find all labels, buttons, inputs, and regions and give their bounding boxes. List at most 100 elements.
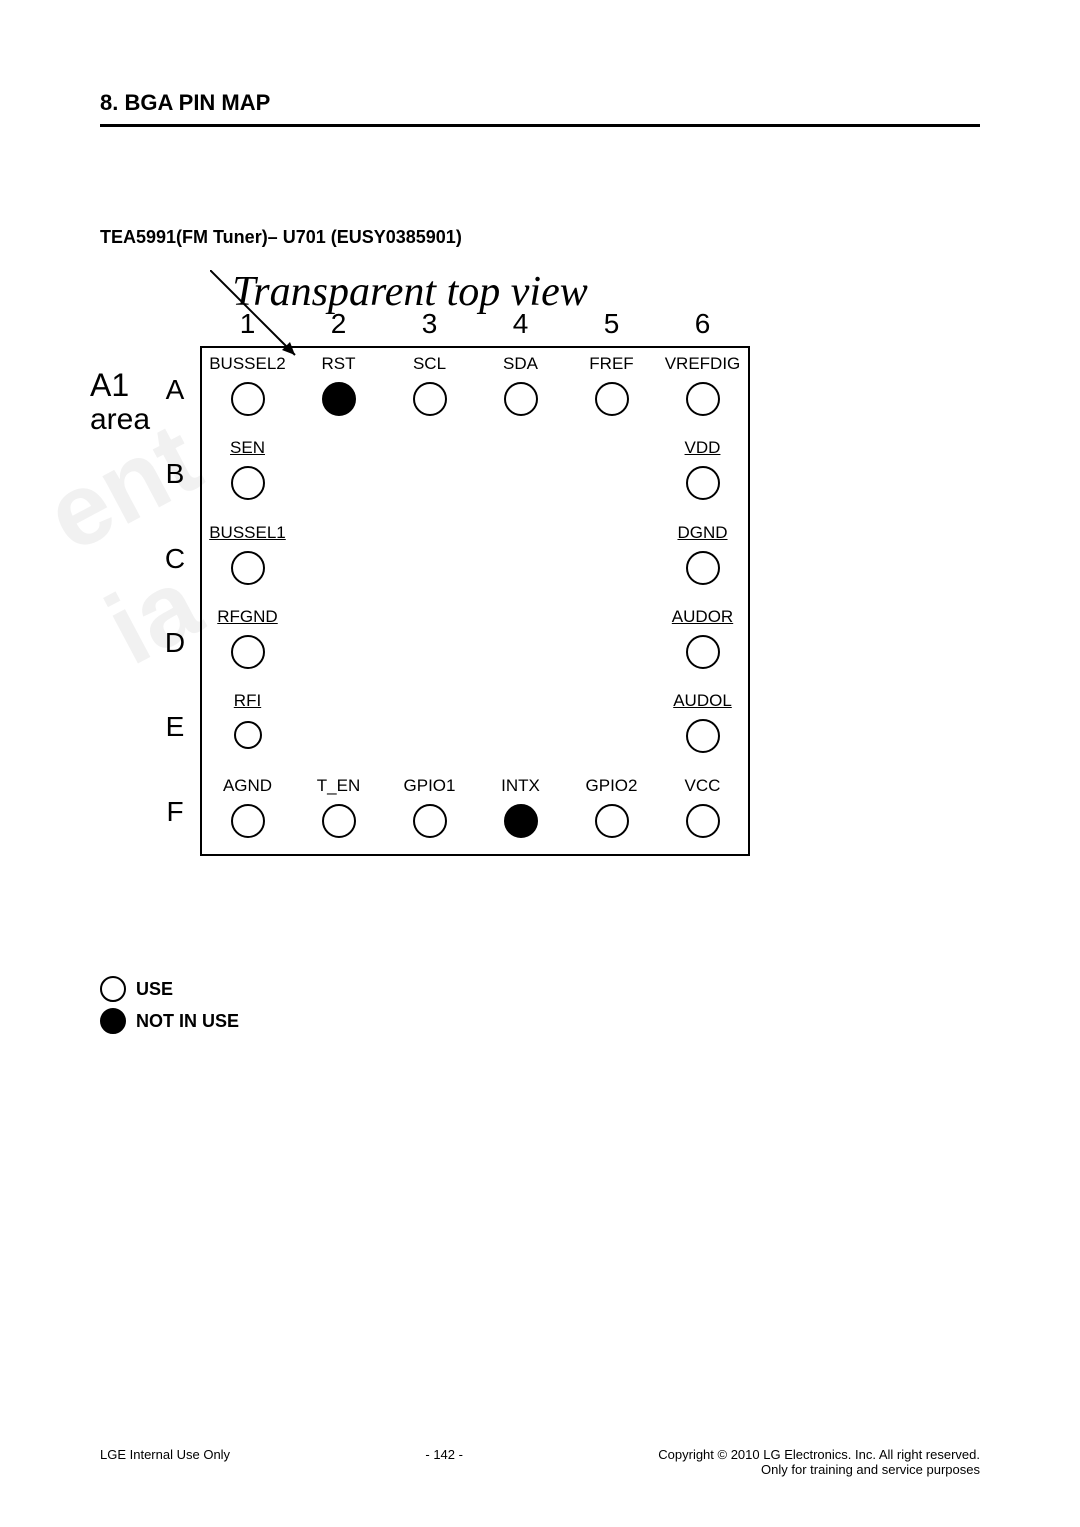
- pin-circle: [413, 382, 447, 416]
- pin-circle: [686, 382, 720, 416]
- pin-cell-D3: [384, 601, 475, 685]
- pin-circle: [686, 804, 720, 838]
- col-header: 4: [475, 308, 566, 340]
- pin-cell-D4: [475, 601, 566, 685]
- pin-circle: [231, 804, 265, 838]
- pin-circle: [322, 382, 356, 416]
- pin-cell-B6: VDD: [657, 432, 748, 516]
- pin-label: SEN: [202, 438, 293, 458]
- pin-label: AUDOR: [657, 607, 748, 627]
- pin-circle: [231, 382, 265, 416]
- pin-cell-B3: [384, 432, 475, 516]
- pin-cell-F6: VCC: [657, 770, 748, 854]
- pin-circle: [686, 466, 720, 500]
- pin-cell-C2: [293, 517, 384, 601]
- pin-label: FREF: [566, 354, 657, 374]
- row-header: B: [160, 432, 190, 516]
- col-header: 6: [657, 308, 748, 340]
- legend-use: USE: [100, 976, 980, 1002]
- pin-cell-A5: FREF: [566, 348, 657, 432]
- pin-cell-B4: [475, 432, 566, 516]
- pin-cell-D1: RFGND: [202, 601, 293, 685]
- legend-use-label: USE: [136, 979, 173, 1000]
- pin-label: VDD: [657, 438, 748, 458]
- pin-label: GPIO1: [384, 776, 475, 796]
- pin-cell-F4: INTX: [475, 770, 566, 854]
- pin-circle: [686, 719, 720, 753]
- grid-box: 123456 ABCDEF BUSSEL2RSTSCLSDAFREFVREFDI…: [200, 346, 750, 856]
- pin-cell-F2: T_EN: [293, 770, 384, 854]
- pin-circle: [234, 721, 262, 749]
- title-rule: [100, 124, 980, 127]
- col-header: 1: [202, 308, 293, 340]
- row-header: A: [160, 348, 190, 432]
- footer-right-2: Only for training and service purposes: [658, 1462, 980, 1477]
- pin-cell-A6: VREFDIG: [657, 348, 748, 432]
- footer-left: LGE Internal Use Only: [100, 1447, 230, 1462]
- pin-cell-E6: AUDOL: [657, 685, 748, 769]
- row-header: F: [160, 770, 190, 854]
- column-headers: 123456: [202, 308, 748, 340]
- legend: USE NOT IN USE: [100, 976, 980, 1034]
- pin-circle: [595, 804, 629, 838]
- pin-circle: [231, 635, 265, 669]
- pin-circle: [686, 635, 720, 669]
- pin-label: AGND: [202, 776, 293, 796]
- pin-label: GPIO2: [566, 776, 657, 796]
- pin-label: BUSSEL2: [202, 354, 293, 374]
- legend-notuse-label: NOT IN USE: [136, 1011, 239, 1032]
- pin-label: RST: [293, 354, 384, 374]
- page-footer: LGE Internal Use Only - 142 - Copyright …: [100, 1447, 980, 1477]
- pin-circle: [504, 382, 538, 416]
- pin-label: RFGND: [202, 607, 293, 627]
- pin-cell-D2: [293, 601, 384, 685]
- pin-cell-A1: BUSSEL2: [202, 348, 293, 432]
- pin-cell-E3: [384, 685, 475, 769]
- row-header: C: [160, 517, 190, 601]
- pin-label: INTX: [475, 776, 566, 796]
- pin-cell-C1: BUSSEL1: [202, 517, 293, 601]
- pin-cell-C3: [384, 517, 475, 601]
- component-subtitle: TEA5991(FM Tuner)– U701 (EUSY0385901): [100, 227, 980, 248]
- pin-circle: [686, 551, 720, 585]
- pin-cell-B1: SEN: [202, 432, 293, 516]
- pin-cell-C4: [475, 517, 566, 601]
- pin-cell-E2: [293, 685, 384, 769]
- pin-cell-C6: DGND: [657, 517, 748, 601]
- legend-notuse: NOT IN USE: [100, 1008, 980, 1034]
- col-header: 2: [293, 308, 384, 340]
- pin-label: SDA: [475, 354, 566, 374]
- pin-circle: [231, 551, 265, 585]
- pin-label: AUDOL: [657, 691, 748, 711]
- pin-cell-B2: [293, 432, 384, 516]
- section-title: 8. BGA PIN MAP: [100, 90, 980, 116]
- legend-use-icon: [100, 976, 126, 1002]
- footer-right: Copyright © 2010 LG Electronics. Inc. Al…: [658, 1447, 980, 1477]
- pin-cell-A3: SCL: [384, 348, 475, 432]
- pin-cell-E5: [566, 685, 657, 769]
- row-header: D: [160, 601, 190, 685]
- pin-cell-C5: [566, 517, 657, 601]
- row-header: E: [160, 685, 190, 769]
- footer-right-1: Copyright © 2010 LG Electronics. Inc. Al…: [658, 1447, 980, 1462]
- pin-label: SCL: [384, 354, 475, 374]
- pin-cell-A4: SDA: [475, 348, 566, 432]
- col-header: 3: [384, 308, 475, 340]
- pin-cell-B5: [566, 432, 657, 516]
- pin-cell-A2: RST: [293, 348, 384, 432]
- pin-label: BUSSEL1: [202, 523, 293, 543]
- pin-cell-F3: GPIO1: [384, 770, 475, 854]
- pin-circle: [504, 804, 538, 838]
- pinmap-grid: 123456 ABCDEF BUSSEL2RSTSCLSDAFREFVREFDI…: [140, 346, 730, 856]
- pin-cell-F5: GPIO2: [566, 770, 657, 854]
- pin-label: VCC: [657, 776, 748, 796]
- pin-circle: [595, 382, 629, 416]
- pin-cell-D5: [566, 601, 657, 685]
- pin-label: DGND: [657, 523, 748, 543]
- pin-cell-E1: RFI: [202, 685, 293, 769]
- pin-label: RFI: [202, 691, 293, 711]
- pin-cells: BUSSEL2RSTSCLSDAFREFVREFDIG SEN VDD BUSSEL1…: [202, 348, 748, 854]
- pin-circle: [322, 804, 356, 838]
- row-headers: ABCDEF: [160, 348, 190, 854]
- col-header: 5: [566, 308, 657, 340]
